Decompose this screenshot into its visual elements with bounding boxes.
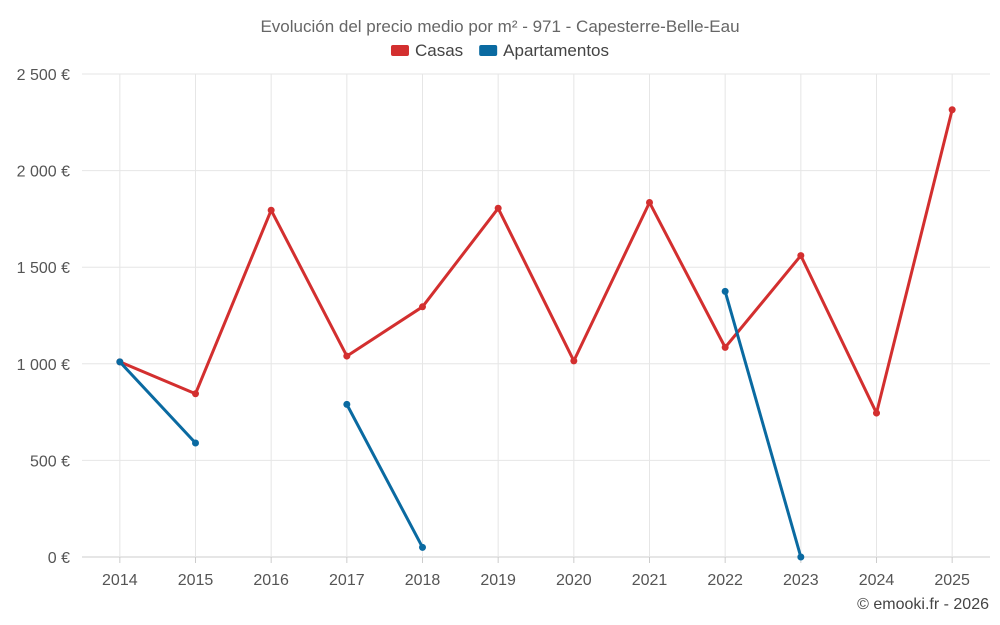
y-tick-label: 1 500 € <box>17 260 70 277</box>
legend-label: Casas <box>415 41 463 60</box>
chart-title: Evolución del precio medio por m² - 971 … <box>260 17 739 36</box>
y-tick-label: 0 € <box>48 550 70 567</box>
series-line-casas <box>118 108 954 415</box>
series-apartamentos <box>116 287 805 561</box>
x-tick-label: 2017 <box>329 572 365 589</box>
data-point-casas-2017[interactable] <box>343 352 351 360</box>
y-tick-label: 2 000 € <box>17 164 70 181</box>
legend-item-casas[interactable]: Casas <box>390 41 463 60</box>
x-tick-label: 2021 <box>632 572 668 589</box>
chart-grid <box>82 73 990 558</box>
y-tick-label: 1 000 € <box>17 357 70 374</box>
chart-legend: Casas Apartamentos <box>390 41 609 60</box>
y-axis: 0 € 500 € 1 000 € 1 500 € 2 000 € 2 500 € <box>17 67 70 567</box>
credit-text: © emooki.fr - 2026 <box>857 596 989 613</box>
series-casas <box>116 106 956 417</box>
x-tick-label: 2024 <box>859 572 895 589</box>
x-tick-label: 2018 <box>405 572 441 589</box>
x-tick-label: 2022 <box>707 572 743 589</box>
data-point-casas-2021[interactable] <box>646 198 653 206</box>
legend-swatch <box>479 45 498 56</box>
series-line-apartamentos <box>345 402 424 549</box>
data-point-apartamentos-2023[interactable] <box>797 553 805 561</box>
y-tick-label: 500 € <box>30 453 70 470</box>
x-tick-label: 2016 <box>253 572 289 589</box>
x-tick-label: 2023 <box>783 572 819 589</box>
data-point-apartamentos-2014[interactable] <box>116 358 124 366</box>
x-tick-label: 2014 <box>102 572 138 589</box>
x-tick-label: 2019 <box>480 572 516 589</box>
data-point-apartamentos-2017[interactable] <box>343 400 351 408</box>
data-point-casas-2023[interactable] <box>797 252 805 260</box>
series-line-apartamentos <box>118 360 197 445</box>
data-point-casas-2016[interactable] <box>267 206 275 214</box>
x-tick-label: 2015 <box>178 572 214 589</box>
x-axis: 2014 2015 2016 2017 2018 2019 2020 2021 2022 2023… <box>102 557 970 589</box>
chart-series <box>116 106 956 561</box>
data-point-apartamentos-2015[interactable] <box>192 439 199 447</box>
data-point-casas-2018[interactable] <box>419 303 426 311</box>
legend-swatch <box>390 45 409 56</box>
series-line-apartamentos <box>723 289 803 559</box>
data-point-apartamentos-2022[interactable] <box>721 287 729 295</box>
x-tick-label: 2025 <box>934 572 970 589</box>
data-point-casas-2022[interactable] <box>721 343 729 351</box>
x-tick-label: 2020 <box>556 572 592 589</box>
data-point-casas-2020[interactable] <box>570 357 578 365</box>
data-point-casas-2015[interactable] <box>192 390 199 398</box>
legend-label: Apartamentos <box>503 41 609 60</box>
data-point-casas-2024[interactable] <box>873 409 880 417</box>
legend-item-apartamentos[interactable]: Apartamentos <box>479 41 609 60</box>
y-tick-label: 2 500 € <box>17 67 70 84</box>
data-point-apartamentos-2018[interactable] <box>419 543 426 551</box>
data-point-casas-2019[interactable] <box>494 204 502 212</box>
data-point-casas-2025[interactable] <box>948 106 956 114</box>
